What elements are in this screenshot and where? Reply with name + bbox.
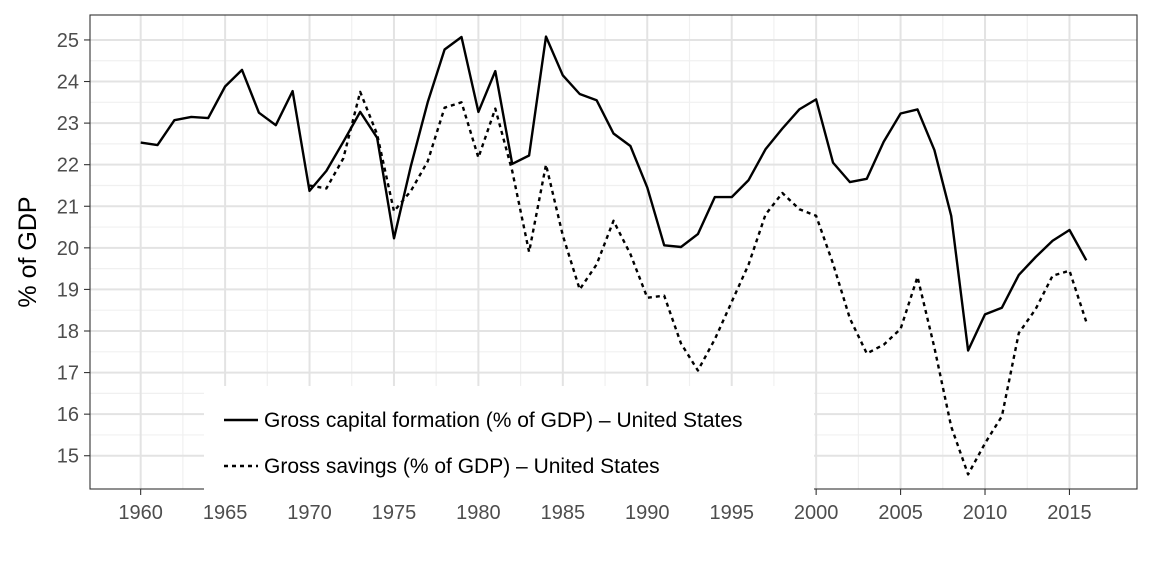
y-tick-label: 23 bbox=[57, 113, 79, 135]
y-tick-label: 19 bbox=[57, 279, 79, 301]
y-tick-label: 18 bbox=[57, 321, 79, 343]
x-axis: 1960 1965 1970 1975 1980 1985 1990 1995 2000 2005… bbox=[118, 489, 1092, 524]
x-tick-label: 2010 bbox=[963, 502, 1008, 524]
x-tick-label: 1970 bbox=[287, 502, 332, 524]
legend-items: Gross capital formation (% of GDP) – Uni… bbox=[224, 409, 743, 478]
y-tick-label: 17 bbox=[57, 363, 79, 385]
minor-gridlines bbox=[90, 15, 1137, 489]
series-line-gross-capital-formation bbox=[140, 35, 1088, 352]
y-axis-title: % of GDP bbox=[14, 196, 42, 307]
plot-area bbox=[89, 14, 1138, 490]
x-tick-label: 1980 bbox=[456, 502, 501, 524]
x-tick-label: 2015 bbox=[1047, 502, 1092, 524]
x-tick-label: 1975 bbox=[372, 502, 417, 524]
y-tick-label: 15 bbox=[57, 446, 79, 468]
y-tick-label: 16 bbox=[57, 404, 79, 426]
x-tick-label: 1985 bbox=[541, 502, 586, 524]
legend-label: Gross capital formation (% of GDP) – Uni… bbox=[264, 409, 743, 432]
y-tick-label: 24 bbox=[57, 72, 79, 94]
y-tick-label: 21 bbox=[57, 196, 79, 218]
y-tick-label: 22 bbox=[57, 155, 79, 177]
x-tick-label: 1995 bbox=[709, 502, 754, 524]
y-tick-label: 20 bbox=[57, 238, 79, 260]
legend-background bbox=[204, 386, 814, 496]
y-tick-label: 25 bbox=[57, 30, 79, 52]
x-tick-label: 1960 bbox=[118, 502, 163, 524]
series-layer bbox=[140, 35, 1088, 476]
x-tick-label: 1990 bbox=[625, 502, 670, 524]
x-tick-label: 1965 bbox=[203, 502, 248, 524]
x-tick-label: 2000 bbox=[794, 502, 839, 524]
legend: Gross capital formation (% of GDP) – Uni… bbox=[204, 386, 814, 496]
series-line-gross-savings bbox=[309, 90, 1088, 476]
x-tick-label: 2005 bbox=[878, 502, 923, 524]
y-axis: 15 16 17 18 19 20 21 22 23 24 25 bbox=[57, 30, 90, 468]
legend-label: Gross savings (% of GDP) – United States bbox=[264, 455, 660, 478]
